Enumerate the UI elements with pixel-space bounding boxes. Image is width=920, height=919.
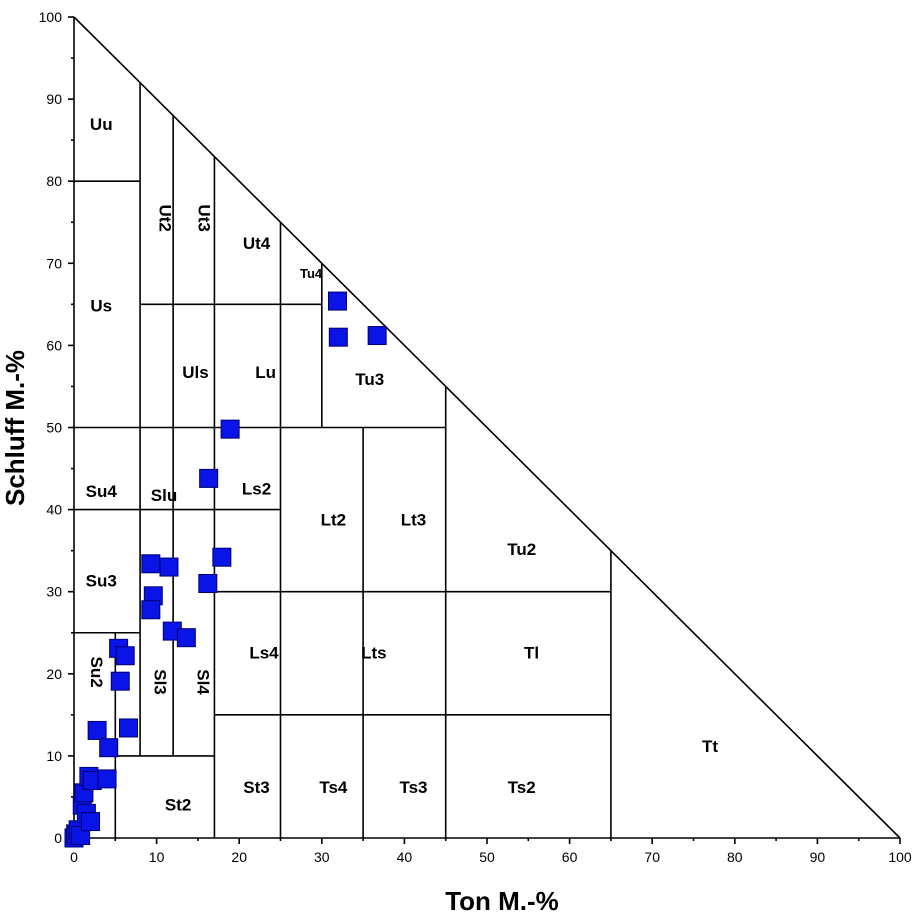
class-label-su3: Su3 xyxy=(86,571,117,590)
y-axis-title: Schluff M.-% xyxy=(0,350,30,506)
data-point xyxy=(115,646,135,666)
class-label-lt3: Lt3 xyxy=(401,511,427,530)
data-point xyxy=(328,327,348,347)
y-tick-label: 80 xyxy=(46,173,62,189)
data-point xyxy=(119,718,139,738)
class-label-st2: St2 xyxy=(165,795,191,814)
data-point xyxy=(87,720,107,740)
class-label-sl3: Sl3 xyxy=(151,669,170,695)
data-point xyxy=(220,419,240,439)
data-point xyxy=(176,628,196,648)
x-tick-label: 100 xyxy=(888,849,912,865)
class-label-lu: Lu xyxy=(255,363,276,382)
x-tick-label: 0 xyxy=(70,849,78,865)
x-tick-label: 20 xyxy=(231,849,247,865)
y-tick-label: 20 xyxy=(46,666,62,682)
data-point xyxy=(81,812,101,832)
x-tick-label: 10 xyxy=(149,849,165,865)
x-tick-label: 80 xyxy=(727,849,743,865)
y-tick-label: 30 xyxy=(46,584,62,600)
x-tick-label: 70 xyxy=(644,849,660,865)
class-label-st3: St3 xyxy=(243,778,269,797)
x-tick-label: 90 xyxy=(810,849,826,865)
y-tick-label: 0 xyxy=(54,830,62,846)
texture-class-boundaries xyxy=(73,16,901,839)
class-label-uls: Uls xyxy=(182,363,208,382)
x-tick-label: 40 xyxy=(397,849,413,865)
class-label-lts: Lts xyxy=(361,644,387,663)
y-tick-label: 60 xyxy=(46,337,62,353)
texture-class-labels: Uu Us Ut2 Ut3 Ut4 Tu4 Uls Lu Tu3 Su4 Slu Ls2 Lt2 Lt3 T… xyxy=(86,115,719,815)
class-label-tu3: Tu3 xyxy=(355,370,384,389)
x-axis-title: Ton M.-% xyxy=(445,886,559,916)
class-label-ls2: Ls2 xyxy=(242,479,271,498)
class-label-ls4: Ls4 xyxy=(249,644,279,663)
class-label-su4: Su4 xyxy=(86,482,118,501)
data-point xyxy=(97,769,117,789)
data-point xyxy=(141,600,161,620)
y-tick-label: 70 xyxy=(46,255,62,271)
y-tick-label: 50 xyxy=(46,420,62,436)
data-point xyxy=(198,573,218,593)
class-label-tt: Tt xyxy=(702,737,718,756)
x-axis-ticks: 0 10 20 30 40 50 60 70 80 90 100 xyxy=(70,838,912,865)
class-label-ut4: Ut4 xyxy=(243,234,271,253)
data-point xyxy=(199,468,219,488)
sample-points xyxy=(64,291,387,848)
class-label-ts4: Ts4 xyxy=(319,778,348,797)
class-label-uu: Uu xyxy=(90,115,113,134)
class-label-ut3: Ut3 xyxy=(194,204,213,231)
class-label-tu2: Tu2 xyxy=(507,540,536,559)
class-label-us: Us xyxy=(90,296,112,315)
x-tick-label: 60 xyxy=(562,849,578,865)
y-axis-ticks: 0 10 20 30 40 50 60 70 80 90 100 xyxy=(39,9,74,846)
class-label-ut2: Ut2 xyxy=(156,204,175,231)
data-point xyxy=(99,738,119,758)
boundary-line xyxy=(73,16,901,839)
class-label-slu: Slu xyxy=(151,486,177,505)
class-label-sl4: Sl4 xyxy=(194,669,213,695)
data-point xyxy=(110,671,130,691)
y-tick-label: 100 xyxy=(39,9,63,25)
class-label-ts2: Ts2 xyxy=(508,778,536,797)
class-label-ts3: Ts3 xyxy=(399,778,427,797)
x-tick-label: 50 xyxy=(479,849,495,865)
data-point xyxy=(212,547,232,567)
y-tick-label: 40 xyxy=(46,502,62,518)
data-point xyxy=(141,554,161,574)
class-label-tu4: Tu4 xyxy=(300,266,323,281)
data-point xyxy=(159,557,179,577)
class-label-lt2: Lt2 xyxy=(321,511,347,530)
class-label-tl: Tl xyxy=(524,644,539,663)
y-tick-label: 10 xyxy=(46,748,62,764)
class-label-su2: Su2 xyxy=(87,657,106,688)
x-tick-label: 30 xyxy=(314,849,330,865)
data-point xyxy=(367,326,387,346)
data-point xyxy=(327,291,347,311)
y-tick-label: 90 xyxy=(46,91,62,107)
